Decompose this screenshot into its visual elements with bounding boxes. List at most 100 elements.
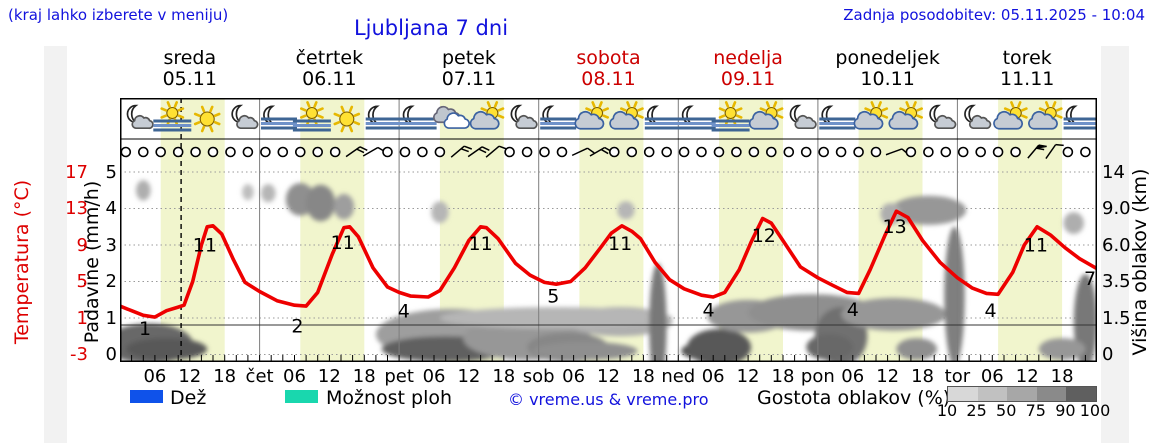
weather-icon-sun-fog bbox=[153, 101, 192, 132]
svg-text:11: 11 bbox=[1024, 234, 1048, 256]
axis-tick: 0 bbox=[105, 344, 117, 365]
hour-label: 18 bbox=[631, 366, 655, 387]
day-abbr-label: pon bbox=[800, 366, 835, 387]
weather-icon-sun-fog bbox=[711, 101, 750, 132]
hour-label: 06 bbox=[143, 366, 167, 387]
last-update-timestamp: Zadnja posodobitev: 05.11.2025 - 10:04 bbox=[843, 6, 1145, 24]
day-name: sreda bbox=[163, 47, 217, 69]
wind-calm-icon bbox=[312, 146, 323, 158]
density-scale-tick: 25 bbox=[966, 401, 987, 420]
axis-tick: 0 bbox=[1102, 344, 1114, 365]
day-header-sobota: sobota 08.11 bbox=[539, 48, 679, 90]
wind-calm-icon bbox=[1062, 146, 1074, 158]
hour-label: 12 bbox=[876, 366, 900, 387]
wind-calm-icon bbox=[521, 146, 533, 158]
wind-calm-icon bbox=[539, 146, 550, 158]
wind-calm-icon bbox=[277, 146, 289, 158]
day-abbr-label: ned bbox=[661, 366, 696, 387]
hour-label: 18 bbox=[492, 366, 516, 387]
showers-legend-swatch bbox=[285, 390, 318, 403]
weather-icon-cloud bbox=[433, 105, 470, 129]
weather-icon-sun-fog bbox=[292, 101, 331, 132]
axis-tick: 3.5 bbox=[1102, 271, 1131, 292]
hour-label: 06 bbox=[841, 366, 865, 387]
rain-legend-label: Dež bbox=[170, 387, 207, 409]
density-scale-segment bbox=[1036, 387, 1067, 401]
weather-icon-moon-fog bbox=[261, 105, 297, 130]
weather-icon-moon-fog bbox=[400, 105, 437, 130]
right-axis-background bbox=[1101, 46, 1129, 443]
wind-calm-icon bbox=[556, 146, 568, 158]
wind-calm-icon bbox=[696, 146, 707, 158]
day-abbr-label: pet bbox=[384, 366, 414, 387]
svg-text:11: 11 bbox=[193, 234, 217, 256]
hour-label: 18 bbox=[1050, 366, 1074, 387]
day-date: 07.11 bbox=[441, 68, 497, 90]
wind-calm-icon bbox=[713, 146, 725, 158]
wind-calm-icon bbox=[905, 146, 917, 158]
day-abbr-label: tor bbox=[944, 366, 971, 387]
svg-text:12: 12 bbox=[752, 225, 776, 247]
svg-text:11: 11 bbox=[331, 232, 355, 254]
day-header-četrtek: četrtek 06.11 bbox=[260, 48, 400, 90]
weather-icon-moon-fog bbox=[1063, 105, 1100, 130]
axis-tick: 9 bbox=[76, 234, 88, 256]
svg-text:4: 4 bbox=[985, 300, 997, 322]
weather-icon-moon-fog bbox=[540, 105, 577, 130]
hour-label: 12 bbox=[178, 366, 202, 387]
svg-text:13: 13 bbox=[883, 216, 907, 238]
wind-calm-icon bbox=[120, 146, 132, 158]
hour-label: 12 bbox=[457, 366, 481, 387]
day-abbr-label: čet bbox=[245, 366, 274, 387]
weather-icon-moon-fog bbox=[679, 105, 716, 130]
menu-hint: (kraj lahko izberete v meniju) bbox=[8, 6, 229, 24]
weather-icon-moon-cloud bbox=[929, 104, 957, 130]
hour-label: 18 bbox=[352, 366, 376, 387]
day-name: sobota bbox=[576, 47, 641, 69]
axis-tick: 3 bbox=[105, 234, 117, 256]
hour-label: 12 bbox=[736, 366, 760, 387]
hour-label: 18 bbox=[771, 366, 795, 387]
hour-label: 18 bbox=[213, 366, 237, 387]
day-date: 06.11 bbox=[302, 68, 357, 90]
day-name: nedelja bbox=[713, 47, 783, 69]
svg-text:4: 4 bbox=[702, 300, 714, 322]
wind-calm-icon bbox=[765, 146, 777, 158]
wind-barb-icon bbox=[345, 146, 368, 158]
day-date: 09.11 bbox=[720, 68, 776, 90]
wind-calm-icon bbox=[800, 146, 812, 158]
wind-calm-icon bbox=[155, 146, 167, 158]
day-header-sreda: sreda 05.11 bbox=[120, 48, 260, 90]
svg-text:11: 11 bbox=[469, 233, 493, 255]
density-scale-segment bbox=[1007, 387, 1037, 401]
day-header-petek: petek 07.11 bbox=[399, 48, 539, 90]
svg-text:11: 11 bbox=[608, 233, 632, 255]
wind-barb-icon bbox=[485, 145, 507, 158]
hour-label: 12 bbox=[1015, 366, 1039, 387]
hour-label: 06 bbox=[701, 366, 725, 387]
weather-icon-sun-cloud bbox=[469, 101, 505, 130]
day-date: 05.11 bbox=[162, 68, 217, 90]
day-date: 08.11 bbox=[581, 68, 636, 90]
wind-calm-icon bbox=[417, 146, 428, 158]
day-header-torek: torek 11.11 bbox=[957, 48, 1097, 90]
weather-icon-moon-cloud bbox=[789, 104, 817, 130]
wind-calm-icon bbox=[678, 146, 690, 158]
showers-legend-label: Možnost ploh bbox=[326, 387, 453, 409]
plot-area: 1 11 2 11 4 11 5 11 4 12 4 13 4 11 7 bbox=[118, 98, 1100, 362]
wind-barb-icon bbox=[1027, 144, 1047, 159]
cloud-density-scale-bar bbox=[947, 386, 1097, 402]
wind-calm-icon bbox=[626, 146, 638, 158]
weather-icon-moon-cloud bbox=[231, 104, 259, 130]
weather-icon-sun-cloud bbox=[748, 101, 784, 130]
wind-calm-icon bbox=[957, 146, 969, 158]
wind-calm-icon bbox=[329, 146, 341, 158]
wind-calm-icon bbox=[923, 146, 934, 158]
svg-text:1: 1 bbox=[139, 318, 151, 340]
wind-calm-icon bbox=[225, 146, 236, 158]
weather-icon-sun bbox=[333, 105, 361, 133]
weather-icon-sun-cloud bbox=[1028, 101, 1063, 130]
axis-tick: 1.5 bbox=[1102, 307, 1131, 329]
